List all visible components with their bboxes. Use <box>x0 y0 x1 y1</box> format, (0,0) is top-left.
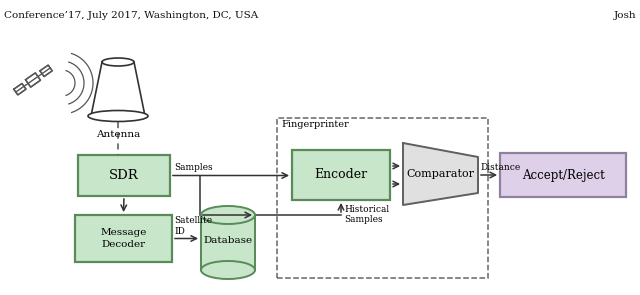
Text: Message
Decoder: Message Decoder <box>100 228 147 249</box>
Bar <box>292 150 390 200</box>
Text: Samples: Samples <box>174 163 212 173</box>
Text: Encoder: Encoder <box>314 168 367 181</box>
Bar <box>277 118 488 278</box>
Polygon shape <box>14 83 26 95</box>
Ellipse shape <box>201 261 255 279</box>
Ellipse shape <box>102 58 134 66</box>
Text: Fingerprinter: Fingerprinter <box>281 120 349 129</box>
Text: Josh: Josh <box>613 11 636 20</box>
Text: Accept/Reject: Accept/Reject <box>522 168 604 181</box>
Text: Comparator: Comparator <box>406 169 474 179</box>
Polygon shape <box>40 65 52 77</box>
Bar <box>78 155 170 196</box>
Text: Antenna: Antenna <box>96 130 140 139</box>
Text: Distance: Distance <box>480 163 520 172</box>
Polygon shape <box>403 143 478 205</box>
Text: Conference’17, July 2017, Washington, DC, USA: Conference’17, July 2017, Washington, DC… <box>4 11 259 20</box>
Text: Database: Database <box>204 236 253 245</box>
Bar <box>75 215 172 262</box>
Ellipse shape <box>201 206 255 224</box>
Text: SDR: SDR <box>109 169 139 182</box>
Text: Satellite
ID: Satellite ID <box>174 216 212 235</box>
Ellipse shape <box>88 111 148 122</box>
Bar <box>201 215 255 270</box>
Polygon shape <box>91 62 145 116</box>
Bar <box>500 153 626 197</box>
Polygon shape <box>26 73 40 87</box>
Text: Historical
Samples: Historical Samples <box>344 205 389 224</box>
